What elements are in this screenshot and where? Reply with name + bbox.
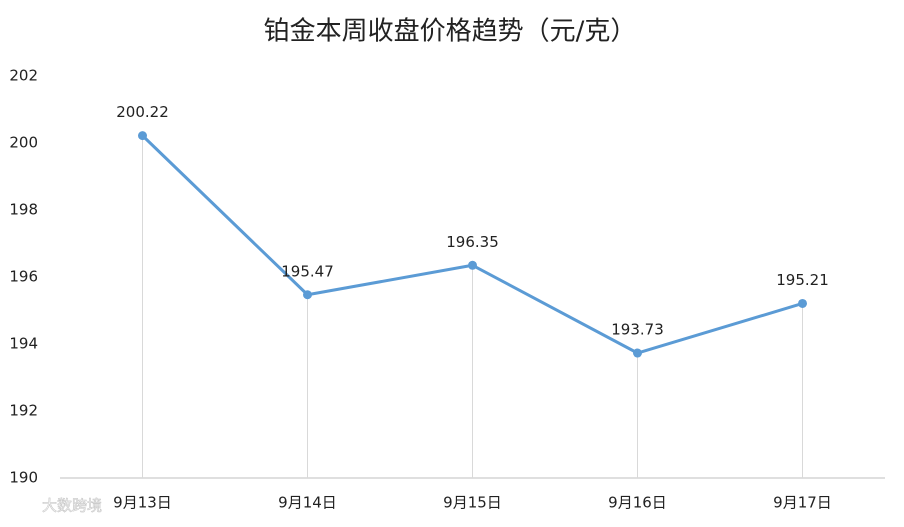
x-tick-label: 9月14日 [278, 494, 337, 512]
watermark: 大数跨境 [42, 497, 102, 515]
y-tick-label: 196 [9, 268, 38, 286]
data-label: 196.35 [446, 233, 499, 251]
data-label: 195.47 [281, 262, 334, 280]
point [468, 260, 477, 270]
y-tick-label: 192 [9, 402, 38, 420]
chart-title: 铂金本周收盘价格趋势（元/克） [264, 17, 637, 47]
y-tick-label: 194 [9, 335, 38, 353]
x-tick-label: 9月15日 [443, 494, 502, 512]
point [138, 131, 147, 141]
y-tick-label: 198 [9, 201, 38, 219]
data-label: 193.73 [611, 321, 664, 339]
x-tick-label: 9月13日 [113, 494, 172, 512]
x-tick-label: 9月16日 [608, 494, 667, 512]
x-tick-label: 9月17日 [773, 494, 832, 512]
data-label: 195.21 [776, 271, 829, 289]
data-label: 200.22 [116, 103, 169, 121]
y-tick-label: 200 [9, 134, 38, 152]
y-tick-label: 190 [9, 469, 38, 487]
point [633, 348, 642, 358]
y-tick-label: 202 [9, 67, 38, 85]
point [798, 298, 807, 308]
point [303, 290, 312, 300]
